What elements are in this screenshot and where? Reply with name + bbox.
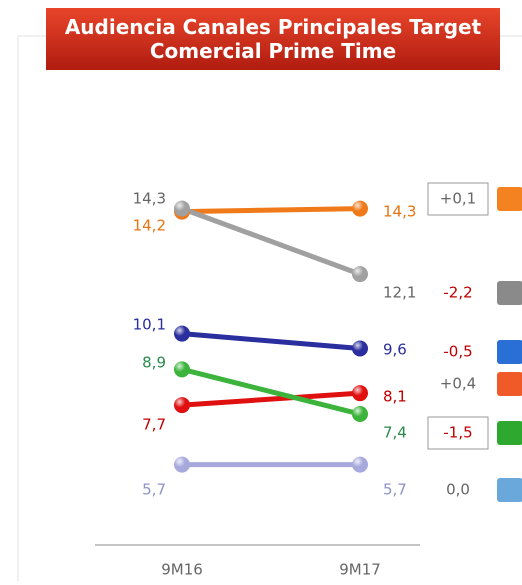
marker-shine: [174, 325, 190, 342]
channel-icon: [497, 372, 522, 396]
marker-shine: [174, 361, 190, 378]
value-label: 7,4: [383, 424, 407, 442]
marker-shine: [174, 397, 190, 414]
marker-shine: [174, 200, 190, 217]
value-label: 14,3: [133, 190, 166, 208]
series-line: [181, 366, 361, 417]
value-label: 14,2: [133, 217, 166, 235]
value-label: 7,7: [142, 416, 166, 434]
value-label: 8,1: [383, 388, 407, 406]
chart-title: Audiencia Canales Principales Target Com…: [64, 15, 482, 63]
value-label: 5,7: [383, 481, 407, 499]
change-label: 0,0: [446, 481, 470, 499]
marker-shine: [352, 406, 368, 423]
marker-shine: [352, 385, 368, 402]
change-box: [427, 416, 489, 450]
change-label: +0,4: [440, 375, 476, 393]
channel-icon: [497, 421, 522, 445]
marker-shine: [352, 456, 368, 473]
change-label: -2,2: [443, 284, 472, 302]
title-box: [46, 8, 500, 70]
panel: [17, 35, 522, 585]
change-label: -1,5: [443, 424, 472, 442]
series-line: [181, 206, 361, 215]
change-label: -0,5: [443, 343, 472, 361]
series-line: [181, 331, 361, 352]
channel-icon: [497, 187, 522, 211]
value-label: 10,1: [133, 316, 166, 334]
x-tick-label: 9M16: [161, 561, 203, 579]
channel-icon: [497, 340, 522, 364]
marker-shine: [352, 200, 368, 217]
series-line: [181, 206, 361, 277]
value-label: 5,7: [142, 481, 166, 499]
marker-shine: [352, 266, 368, 283]
title-wrap: Audiencia Canales Principales Target Com…: [64, 15, 482, 63]
marker-shine: [352, 340, 368, 357]
value-label: 12,1: [383, 284, 416, 302]
x-tick-label: 9M17: [339, 561, 381, 579]
channel-icon: [497, 281, 522, 305]
change-label: +0,1: [440, 190, 476, 208]
series-line: [181, 390, 361, 408]
marker-shine: [174, 456, 190, 473]
channel-icon: [497, 478, 522, 502]
value-label: 14,3: [383, 203, 416, 221]
value-label: 8,9: [142, 354, 166, 372]
value-label: 9,6: [383, 341, 407, 359]
change-box: [427, 182, 489, 216]
